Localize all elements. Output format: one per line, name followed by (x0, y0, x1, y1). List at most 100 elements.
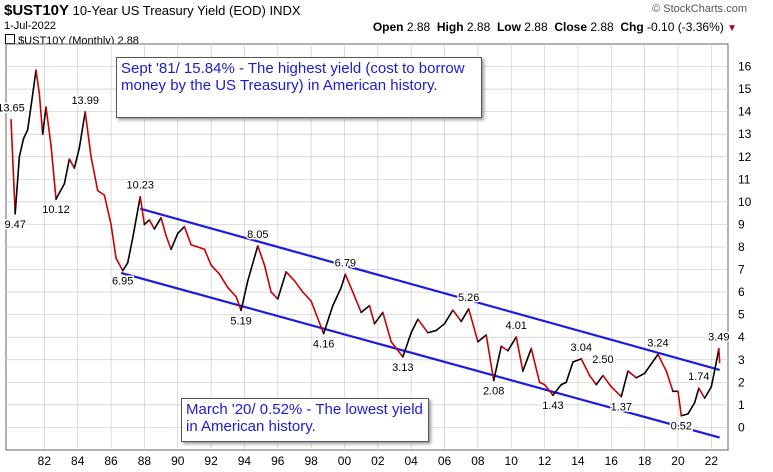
series-segment (687, 401, 696, 415)
x-tick-label: 94 (238, 454, 252, 468)
x-tick-label: 16 (605, 454, 619, 468)
series-segment (402, 331, 412, 358)
series-segment (538, 381, 546, 386)
series-segment (693, 387, 700, 404)
series-segment (160, 216, 167, 237)
series-segment (183, 225, 192, 246)
series-segment (627, 370, 638, 379)
series-segment (270, 291, 279, 300)
series-segment (677, 390, 683, 417)
channel-line (139, 207, 720, 371)
y-tick-label: 6 (738, 285, 745, 299)
y-tick-label: 2 (738, 375, 745, 389)
series-segment (285, 271, 296, 282)
series-segment (595, 374, 604, 386)
series-segment (572, 358, 583, 363)
x-tick-label: 98 (304, 454, 318, 468)
series-segment (718, 347, 721, 364)
series-segment (131, 195, 142, 239)
series-segment (176, 225, 186, 235)
series-segment (417, 318, 429, 334)
series-segment (635, 372, 646, 379)
data-label: 2.50 (592, 354, 613, 366)
x-tick-label: 86 (104, 454, 118, 468)
series-segment (560, 381, 568, 386)
series-segment (302, 291, 312, 302)
symbol: $UST10Y (4, 2, 70, 19)
y-tick-label: 9 (738, 217, 745, 231)
series-segment (256, 245, 266, 266)
series-segment (38, 92, 44, 136)
y-tick-label: 13 (738, 127, 752, 141)
series-segment (126, 237, 134, 264)
series-segment (218, 273, 229, 289)
series-segment (50, 144, 57, 200)
data-label: 5.26 (458, 292, 479, 304)
chart-date: 1-Jul-2022 (4, 20, 56, 32)
series-segment (588, 374, 598, 386)
x-tick-label: 04 (405, 454, 419, 468)
series-segment (710, 361, 718, 388)
data-label: 3.04 (571, 342, 592, 354)
series-segment (153, 216, 162, 230)
y-tick-label: 8 (738, 240, 745, 254)
series-segment (322, 304, 334, 335)
y-tick-label: 4 (738, 330, 745, 344)
series-segment (235, 295, 242, 312)
exchange: INDX (269, 3, 301, 18)
x-tick-label: 20 (671, 454, 685, 468)
x-tick-label: 92 (204, 454, 218, 468)
y-tick-label: 15 (738, 82, 752, 96)
data-label: 5.19 (230, 315, 251, 327)
series-segment (170, 232, 179, 251)
series-segment (515, 336, 524, 372)
y-tick-label: 11 (738, 172, 751, 186)
series-segment (352, 291, 362, 314)
series-segment (543, 383, 554, 396)
series-segment (460, 308, 470, 323)
series-segment (90, 155, 99, 192)
series-segment (190, 243, 199, 248)
series-segment (427, 329, 437, 334)
open-label: Open (372, 20, 404, 34)
series-segment (143, 219, 151, 226)
series-segment (310, 300, 325, 335)
series-segment (240, 280, 249, 312)
series-segment (344, 273, 354, 293)
series-segment (410, 318, 419, 334)
low-value: 2.88 (524, 20, 548, 34)
x-tick-label: 12 (538, 454, 552, 468)
x-tick-label: 00 (338, 454, 352, 468)
series-segment (96, 189, 106, 196)
series-segment (452, 309, 463, 323)
source-credit: © StockCharts.com (652, 3, 747, 15)
data-label: 6.95 (112, 276, 133, 288)
data-label: 3.24 (647, 337, 668, 349)
series-segment (467, 308, 479, 343)
low-label: Low (496, 20, 521, 34)
series-segment (78, 111, 87, 149)
series-segment (382, 311, 392, 343)
series-segment (665, 370, 674, 393)
series-segment (507, 336, 518, 352)
x-tick-label: 18 (638, 454, 652, 468)
open-value: 2.88 (406, 20, 431, 34)
data-label: 4.16 (313, 339, 334, 351)
high-value: 2.88 (466, 20, 491, 34)
chg-value: -0.10 (-3.36%) (647, 20, 724, 34)
series-segment (115, 257, 124, 272)
channel-line (120, 271, 720, 439)
note-lowest-yield: March '20/ 0.52% - The lowest yield in A… (181, 398, 429, 442)
series-segment (121, 261, 129, 272)
series-segment (522, 347, 533, 372)
series-segment (55, 192, 61, 200)
series-segment (443, 309, 454, 325)
y-tick-label: 5 (738, 308, 745, 322)
series-segment (63, 158, 71, 185)
series-segment (643, 353, 659, 375)
series-segment (500, 345, 509, 352)
series-segment (602, 374, 613, 388)
series-segment (620, 370, 629, 398)
y-tick-label: 16 (738, 60, 752, 74)
series-segment (148, 219, 156, 230)
